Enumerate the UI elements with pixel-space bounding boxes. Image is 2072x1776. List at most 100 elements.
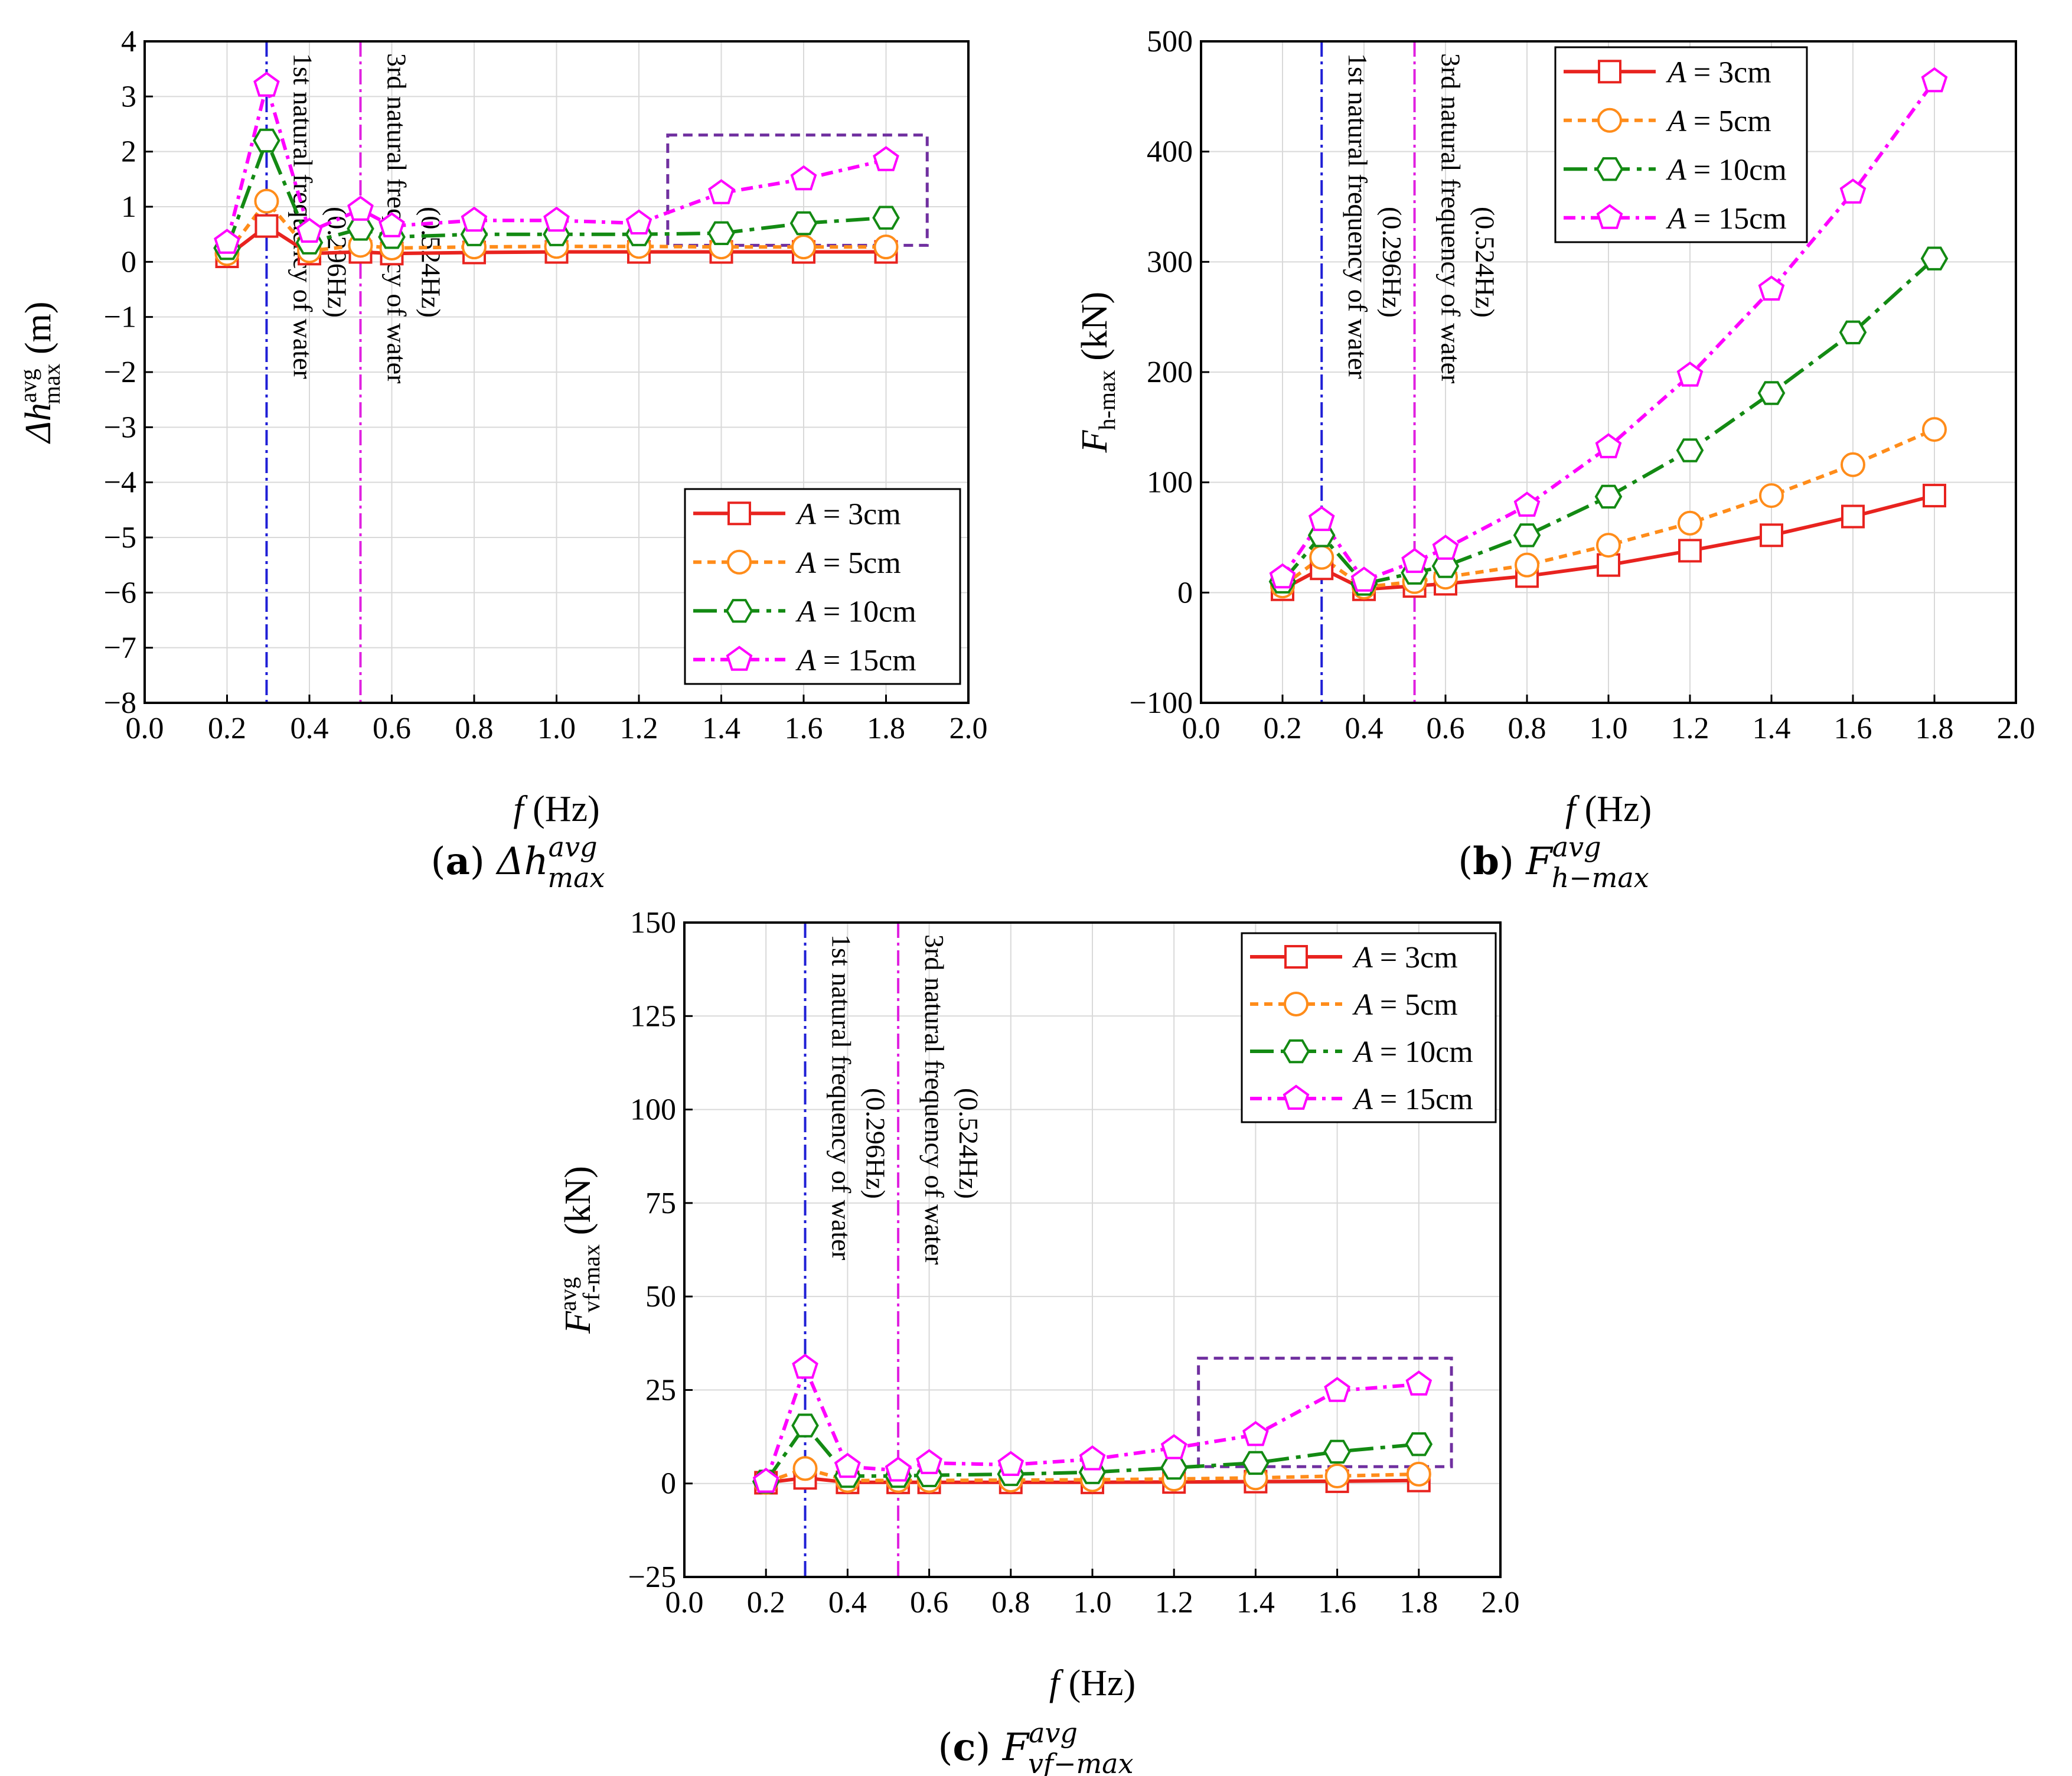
chart-a-y-tick-label: 4	[121, 25, 136, 58]
chart-a-legend-marker-4	[726, 646, 753, 671]
chart-c-svg: 1st natural frequency of water (0.296Hz) 3…	[554, 906, 1520, 1776]
chart-a-natural-freq-annotation-1: 1st natural frequency of water (0.296Hz)	[288, 53, 352, 379]
chart-b-legend: A = 3cm A = 5cm A = 10cm A = 15cm	[1554, 46, 1808, 243]
chart-b-x-tick-label: 0.4	[1345, 712, 1383, 745]
chart-c-point	[1160, 1455, 1188, 1480]
chart-c-point	[916, 1449, 942, 1474]
chart-a-point	[873, 146, 899, 171]
chart-a-x-tick-label: 2.0	[949, 712, 988, 745]
chart-b-point	[1839, 320, 1867, 344]
chart-c-highlight-box	[1197, 1357, 1453, 1468]
chart-a-point	[253, 71, 280, 97]
chart-b-natural-freq-annotation-2: 3rd natural frequency of water (0.524Hz)	[1436, 53, 1500, 383]
chart-a-y-tick-label: −3	[104, 410, 136, 444]
chart-c-legend-label-4: A = 15cm	[1352, 1083, 1473, 1116]
chart-b-series-line-4	[1281, 80, 1936, 582]
chart-c-legend-marker-3	[1282, 1039, 1310, 1064]
chart-b-point	[1676, 438, 1704, 462]
chart-a-x-tick-label: 0.6	[373, 712, 411, 745]
chart-c-point	[792, 1353, 818, 1379]
chart-b-y-axis-title: Fh-max (kN)	[1075, 292, 1120, 454]
chart-c-point	[1324, 1377, 1350, 1402]
chart-panel-c: 1st natural frequency of water (0.296Hz) 3…	[518, 892, 1554, 1776]
chart-b-x-tick-label: 1.6	[1834, 712, 1872, 745]
chart-b-legend-marker-1	[1598, 60, 1621, 84]
chart-b-x-tick-label: 2.0	[1997, 712, 2035, 745]
chart-a-x-tick-label: 1.2	[620, 712, 658, 745]
chart-c-legend-label-3: A = 10cm	[1352, 1035, 1473, 1069]
chart-b-point	[1676, 361, 1704, 387]
chart-b-x-tick-label: 0.6	[1427, 712, 1465, 745]
chart-a-x-tick-label: 0.8	[455, 712, 494, 745]
chart-a-legend-label-1: A = 3cm	[795, 497, 901, 531]
chart-a-legend-label-2: A = 5cm	[795, 546, 901, 580]
chart-c-point	[1324, 1464, 1350, 1489]
chart-b-point	[1841, 452, 1865, 477]
chart-c-point	[1405, 1370, 1433, 1396]
chart-c-natural-freq-value-1: (0.296Hz)	[861, 1088, 891, 1199]
chart-b-y-tick-label: 300	[1147, 245, 1193, 279]
chart-b-point	[1350, 566, 1378, 592]
chart-c-x-tick-label: 0.8	[991, 1586, 1030, 1619]
chart-a-y-tick-label: −7	[104, 631, 136, 665]
chart-b-x-tick-label: 1.0	[1590, 712, 1628, 745]
chart-b-point	[1922, 417, 1947, 442]
chart-a-point	[347, 195, 374, 221]
chart-c-x-tick-label: 0.0	[665, 1586, 704, 1619]
chart-b-y-tick-label: 0	[1177, 576, 1193, 610]
chart-b-point	[1595, 433, 1622, 458]
chart-b-natural-freq-annotation-1: 1st natural frequency of water (0.296Hz)	[1343, 53, 1407, 379]
chart-a-y-tick-label: −4	[104, 466, 136, 500]
chart-c-point	[792, 1456, 818, 1481]
chart-c-y-tick-label: −25	[628, 1560, 676, 1594]
chart-b-point	[1596, 533, 1621, 558]
chart-b-legend-label-1: A = 3cm	[1666, 56, 1771, 89]
chart-b-legend-label-2: A = 5cm	[1666, 105, 1771, 138]
chart-c-point	[1242, 1420, 1269, 1446]
chart-a-point	[790, 165, 817, 191]
chart-b-point	[1759, 483, 1784, 509]
chart-c-y-tick-label: 50	[645, 1280, 676, 1314]
chart-a-legend-marker-3	[725, 599, 753, 623]
chart-a-point	[254, 214, 279, 238]
chart-c-x-tick-label: 0.2	[747, 1586, 785, 1619]
chart-a-series-line-4	[225, 83, 887, 243]
chart-b-point	[1920, 246, 1949, 271]
chart-a-series-line-2	[226, 199, 886, 255]
chart-c-point	[1079, 1445, 1106, 1471]
chart-c-x-tick-label: 1.8	[1399, 1586, 1438, 1619]
chart-b-point	[1678, 510, 1702, 536]
chart-a-legend: A = 3cm A = 5cm A = 10cm A = 15cm	[684, 488, 961, 685]
chart-a-x-axis-title: f (Hz)	[513, 789, 599, 829]
chart-c-y-tick-label: 75	[645, 1187, 676, 1220]
chart-c-natural-freq-value-2: (0.524Hz)	[954, 1088, 984, 1199]
chart-a-series-markers-4	[214, 71, 899, 254]
chart-a-point	[789, 211, 818, 236]
chart-c-point	[1405, 1432, 1433, 1456]
chart-b-x-tick-label: 0.0	[1182, 712, 1221, 745]
chart-b-point	[1841, 504, 1865, 529]
chart-c-natural-freq-label-2: 3rd natural frequency of water	[919, 934, 949, 1265]
chart-a-y-tick-label: 0	[121, 245, 136, 279]
chart-b-point	[1760, 523, 1783, 548]
chart-b-natural-freq-label-2: 3rd natural frequency of water	[1436, 53, 1466, 383]
chart-b-natural-freq-value-1: (0.296Hz)	[1377, 207, 1407, 318]
chart-a-svg: 1st natural frequency of water (0.296Hz) 3…	[15, 25, 988, 892]
chart-c-x-tick-label: 1.4	[1236, 1586, 1275, 1619]
chart-a-point	[253, 128, 280, 153]
chart-a-x-tick-label: 0.2	[208, 712, 246, 745]
chart-c-natural-freq-annotation-2: 3rd natural frequency of water (0.524Hz)	[919, 934, 984, 1265]
chart-a-x-tick-label: 1.0	[537, 712, 576, 745]
chart-b-point	[1597, 553, 1620, 577]
chart-b-y-tick-label: −100	[1130, 686, 1193, 720]
chart-c-legend-label-1: A = 3cm	[1352, 941, 1458, 975]
chart-a-y-tick-label: −5	[104, 521, 136, 555]
chart-c-legend-label-2: A = 5cm	[1352, 988, 1458, 1022]
chart-c-legend-box	[1241, 932, 1497, 1123]
chart-a-y-axis-title: Δhavgmax (m)	[15, 301, 65, 444]
chart-a-point	[461, 206, 488, 232]
chart-b-point	[1923, 484, 1946, 508]
chart-c-x-tick-label: 1.6	[1318, 1586, 1356, 1619]
chart-panel-a: 1st natural frequency of water (0.296Hz) 3…	[0, 0, 1036, 892]
chart-b-svg: 1st natural frequency of water (0.296Hz) 3…	[1075, 25, 2035, 892]
